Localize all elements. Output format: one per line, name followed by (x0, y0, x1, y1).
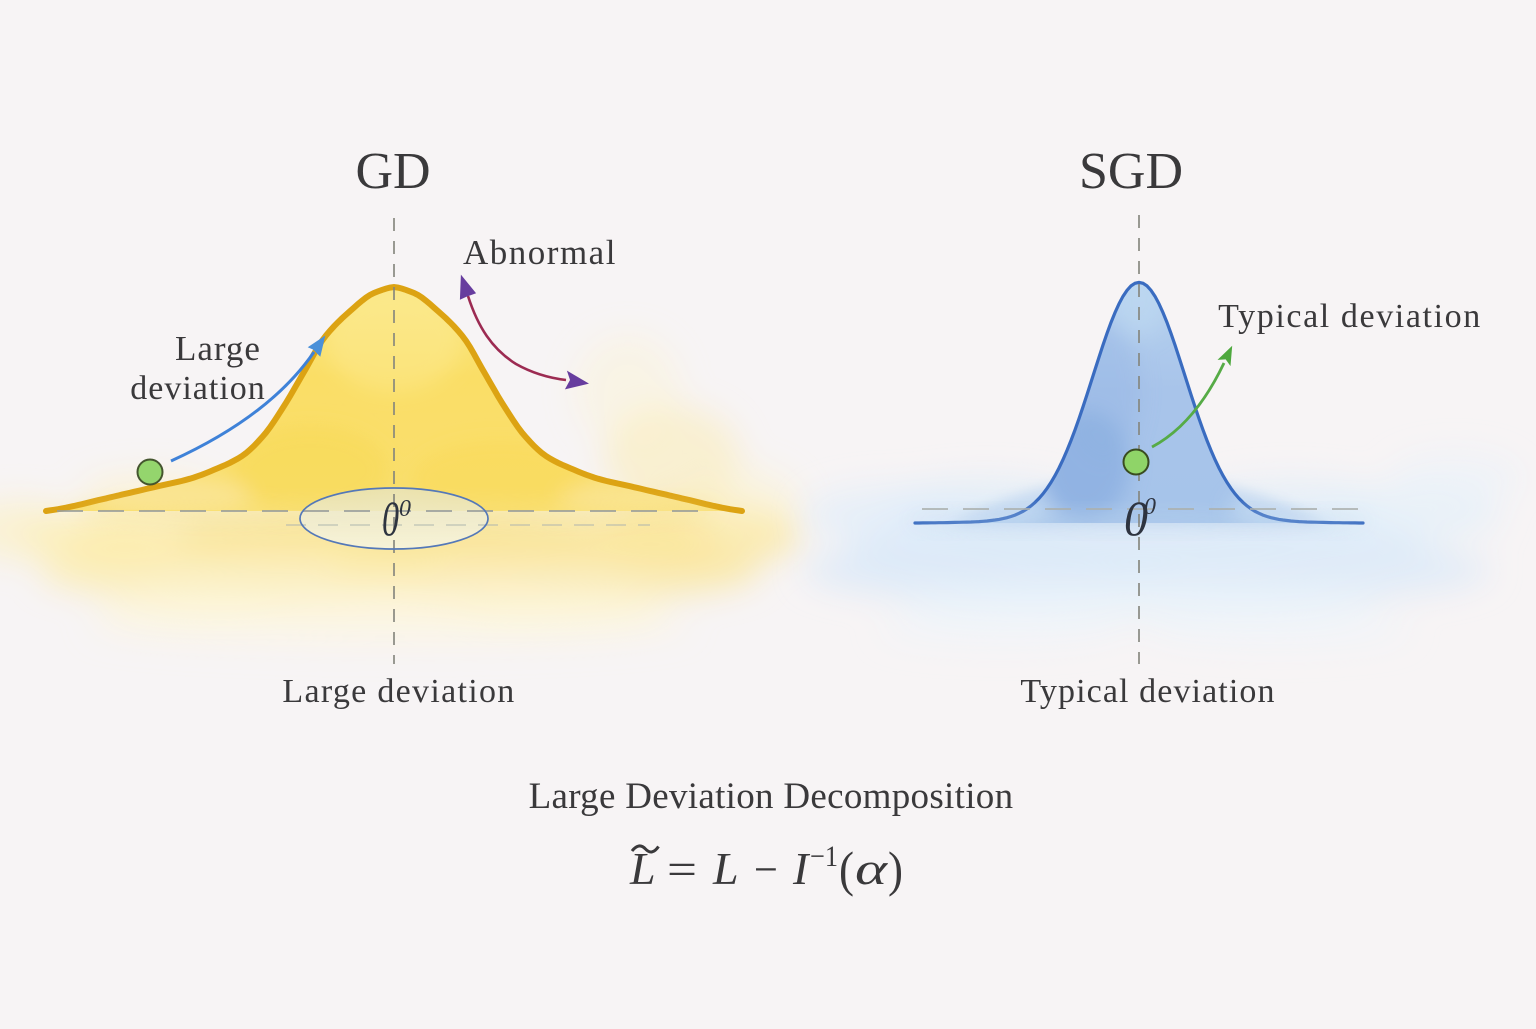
svg-text:SGD: SGD (1079, 143, 1183, 200)
svg-text:): ) (888, 841, 903, 897)
svg-text:0: 0 (1124, 490, 1148, 546)
svg-text:GD: GD (355, 143, 430, 200)
svg-text:0: 0 (382, 490, 399, 546)
svg-text:I: I (792, 843, 811, 894)
svg-text:Large deviation: Large deviation (282, 673, 515, 710)
svg-text:−: − (754, 845, 778, 894)
svg-text:−1: −1 (810, 840, 838, 873)
svg-text:α: α (855, 843, 888, 894)
svg-text:Abnormal: Abnormal (463, 233, 617, 272)
svg-text:=: = (667, 845, 697, 894)
svg-text:Large Deviation Decomposition: Large Deviation Decomposition (529, 776, 1014, 817)
svg-text:Typical deviation: Typical deviation (1020, 673, 1275, 710)
svg-text:Typical deviation: Typical deviation (1218, 298, 1482, 335)
svg-text:0: 0 (1144, 494, 1156, 520)
svg-text:L: L (712, 843, 739, 894)
svg-text:(: ( (839, 841, 854, 897)
svg-text:Large: Large (175, 329, 261, 368)
svg-text:0: 0 (399, 496, 411, 522)
svg-text:deviation: deviation (130, 370, 266, 407)
